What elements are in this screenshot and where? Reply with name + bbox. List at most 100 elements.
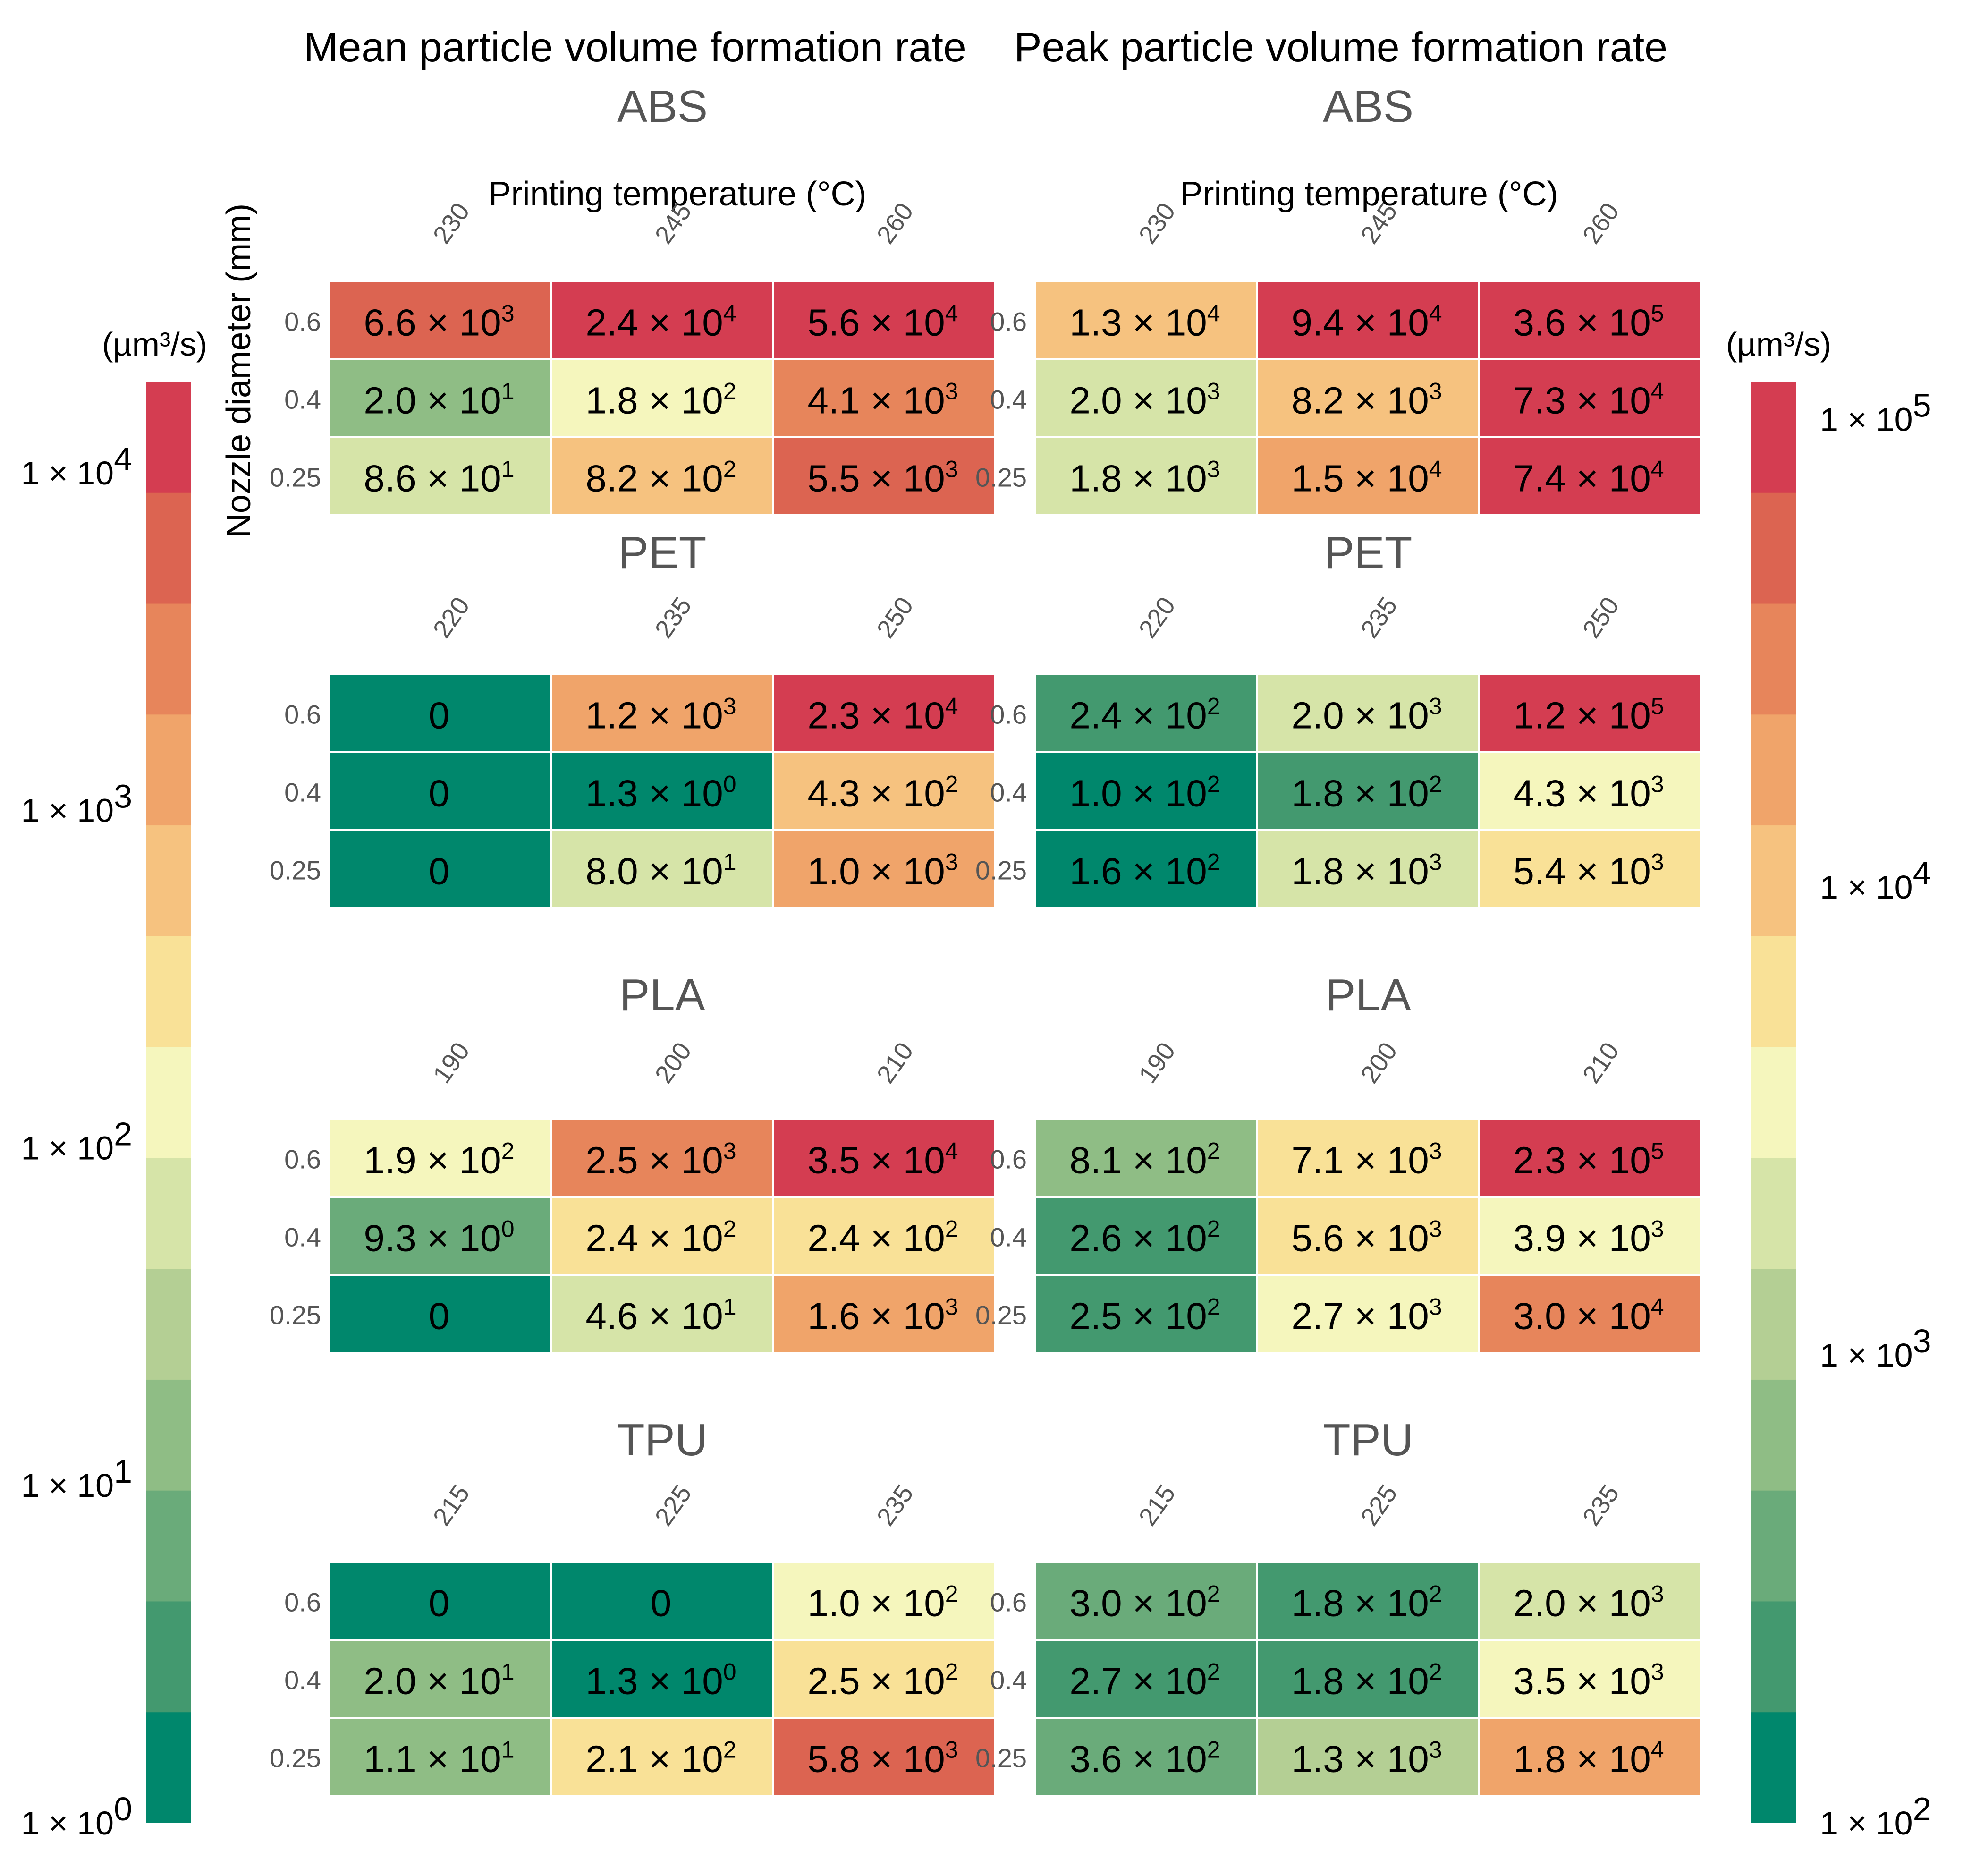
- colorbar-segment: [1751, 1601, 1796, 1713]
- temperature-tick: 215: [428, 1480, 475, 1531]
- heatmap-cell: [330, 438, 550, 514]
- cell-value: 0: [429, 772, 450, 815]
- heatmap-cell: [1036, 438, 1256, 514]
- panel-title: Mean particle volume formation rate: [304, 24, 966, 70]
- nozzle-tick: 0.25: [270, 1300, 321, 1330]
- heatmap-cell: [1036, 1641, 1256, 1717]
- colorbar-tick-label: 1 × 101: [21, 1453, 132, 1504]
- nozzle-tick: 0.4: [990, 385, 1027, 415]
- nozzle-tick: 0.4: [990, 778, 1027, 807]
- cell-value: 5.4 × 103: [1513, 849, 1664, 892]
- cell-value: 1.0 × 102: [1069, 771, 1220, 815]
- cell-value: 0: [429, 1295, 450, 1337]
- heatmap-cell: [774, 831, 994, 907]
- heatmap-cell: [1036, 1198, 1256, 1274]
- colorbar-segment: [146, 1712, 191, 1823]
- cell-value: 2.5 × 103: [585, 1138, 736, 1181]
- heatmap-cell: [1258, 1276, 1478, 1352]
- heatmap-cell: [774, 1719, 994, 1795]
- heatmap-cell: [330, 1120, 550, 1196]
- cell-value: 1.3 × 100: [585, 771, 736, 815]
- colorbar-segment: [1751, 1379, 1796, 1491]
- cell-value: 2.0 × 101: [364, 378, 514, 422]
- cell-value: 2.5 × 102: [1069, 1294, 1220, 1337]
- nozzle-tick: 0.4: [990, 1665, 1027, 1695]
- peak-panel: Peak particle volume formation rate ABS Pr…: [975, 24, 1931, 1842]
- colorbar-segment: [146, 1490, 191, 1602]
- colorbar-segment: [1751, 825, 1796, 936]
- cell-value: 1.8 × 102: [585, 378, 736, 422]
- cell-value: 2.6 × 102: [1069, 1216, 1220, 1259]
- material-pet: PET 220 235 250 0.6 0.4 0.25 0 1.2 × 103 2.3 × 10…: [270, 527, 994, 907]
- colorbar-segment: [1751, 935, 1796, 1047]
- cell-value: 4.3 × 102: [807, 771, 958, 815]
- material-title: TPU: [617, 1415, 708, 1465]
- cell-value: 2.0 × 103: [1069, 378, 1220, 422]
- colorbar-segment: [1751, 492, 1796, 604]
- colorbar-unit: (µm³/s): [1726, 326, 1831, 363]
- nozzle-tick: 0.6: [284, 700, 321, 730]
- cell-value: 1.3 × 104: [1069, 300, 1220, 344]
- heatmap-cell: [552, 675, 772, 751]
- cell-value: 1.3 × 103: [1291, 1737, 1442, 1780]
- temperature-tick: 220: [428, 592, 475, 643]
- x-axis-label: Printing temperature (°C): [488, 175, 866, 213]
- nozzle-tick: 0.6: [990, 307, 1027, 337]
- nozzle-tick: 0.4: [284, 1665, 321, 1695]
- cell-value: 2.3 × 105: [1513, 1138, 1664, 1181]
- panel-title: Peak particle volume formation rate: [1014, 24, 1667, 70]
- heatmap-cell: [774, 1641, 994, 1717]
- colorbar-tick-label: 1 × 103: [1820, 1323, 1931, 1374]
- temperature-tick: 250: [1577, 592, 1625, 643]
- cell-value: 8.0 × 101: [585, 849, 736, 892]
- cell-value: 2.5 × 102: [807, 1659, 958, 1702]
- heatmap-cell: [774, 282, 994, 358]
- cell-value: 7.3 × 104: [1513, 378, 1664, 422]
- material-title: PET: [1324, 527, 1413, 578]
- cell-value: 2.4 × 102: [1069, 693, 1220, 737]
- colorbar-segment: [146, 492, 191, 604]
- colorbar-tick-label: 1 × 105: [1820, 387, 1931, 438]
- heatmap-cell: [774, 753, 994, 829]
- heatmap-cell: [330, 753, 550, 829]
- heatmap-cell: [1480, 753, 1700, 829]
- heatmap-cell: [1036, 282, 1256, 358]
- heatmap-cell: [1258, 1120, 1478, 1196]
- cell-value: 7.1 × 103: [1291, 1138, 1442, 1181]
- nozzle-tick: 0.25: [270, 463, 321, 492]
- heatmap-cell: [330, 1563, 550, 1639]
- heatmap-cell: [552, 438, 772, 514]
- heatmap-cell: [1036, 1276, 1256, 1352]
- cell-value: 7.4 × 104: [1513, 456, 1664, 500]
- heatmap-cell: [552, 1120, 772, 1196]
- heatmap-cell: [1036, 753, 1256, 829]
- heatmap-cell: [1036, 1120, 1256, 1196]
- heatmap-cell: [552, 831, 772, 907]
- colorbar-segment: [1751, 1490, 1796, 1602]
- temperature-tick: 200: [1355, 1037, 1403, 1088]
- cell-value: 1.8 × 102: [1291, 1581, 1442, 1624]
- temperature-tick: 200: [650, 1037, 697, 1088]
- material-tpu: TPU 215 225 235 0.6 0.4 0.25 0 0 1.0 × 102 2.0 × 1…: [270, 1415, 994, 1795]
- temperature-tick: 260: [1577, 198, 1625, 249]
- cell-value: 3.6 × 105: [1513, 300, 1664, 344]
- cell-value: 1.9 × 102: [364, 1138, 514, 1181]
- nozzle-tick: 0.6: [990, 1145, 1027, 1174]
- y-axis-label: Nozzle diameter (mm): [220, 204, 258, 538]
- heatmap-cell: [1258, 282, 1478, 358]
- temperature-tick: 235: [1355, 592, 1403, 643]
- colorbar-tick-label: 1 × 102: [21, 1115, 132, 1166]
- heatmap-cell: [774, 1276, 994, 1352]
- heatmap-cell: [1480, 438, 1700, 514]
- cell-value: 4.1 × 103: [807, 378, 958, 422]
- heatmap-cell: [1258, 1641, 1478, 1717]
- colorbar-unit: (µm³/s): [102, 326, 207, 363]
- nozzle-tick: 0.25: [975, 856, 1027, 885]
- cell-value: 2.3 × 104: [807, 693, 958, 737]
- heatmap-cell: [1036, 675, 1256, 751]
- heatmap-cell: [774, 438, 994, 514]
- heatmap-cell: [1258, 1719, 1478, 1795]
- cell-value: 3.5 × 103: [1513, 1659, 1664, 1702]
